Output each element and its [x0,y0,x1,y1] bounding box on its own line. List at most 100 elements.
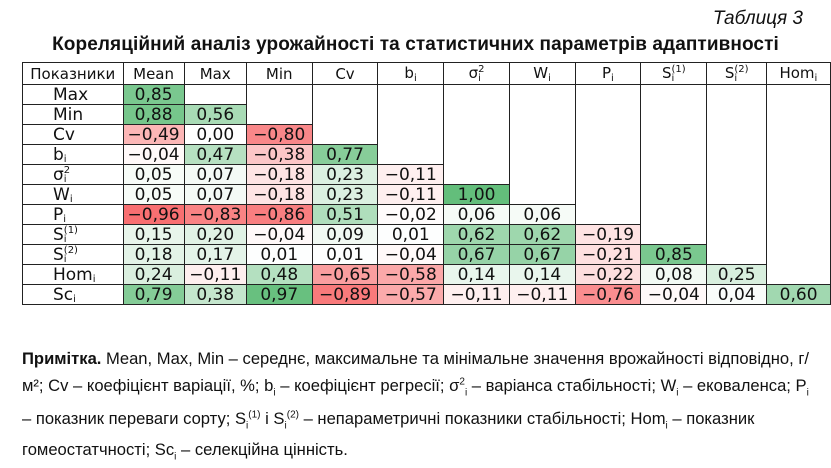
table-title: Кореляційний аналіз урожайності та стати… [52,34,779,55]
row-label-indices: i [64,146,67,164]
row-label-sub: i [63,213,67,225]
correlation-cell: 0,08 [640,264,708,285]
row-label: W i [22,184,124,205]
empty-cell [640,104,708,125]
correlation-cell: −0,65 [311,264,379,285]
empty-cell [640,124,708,145]
empty-cell [706,184,768,205]
correlation-cell: −0,96 [122,204,185,225]
empty-cell [766,144,831,165]
empty-cell [640,164,708,185]
correlation-cell: −0,02 [377,204,445,225]
table-row: b i −0,04 0,47 −0,38 0,77 [22,144,831,165]
correlation-cell: 0,01 [245,244,313,265]
correlation-cell: −0,19 [574,224,642,245]
empty-cell [706,104,768,125]
column-header: Cv [311,62,379,85]
note-subscript: i [665,420,668,432]
correlation-cell: −0,11 [508,284,576,305]
row-label-indices: i [93,266,96,284]
empty-cell [508,164,576,185]
correlation-cell: 0,09 [311,224,379,245]
row-label-main: Sc [53,284,74,305]
empty-cell [766,164,831,185]
correlation-cell: 0,05 [122,164,185,185]
empty-cell [766,204,831,225]
empty-cell [443,124,510,145]
correlation-cell: −0,22 [574,264,642,285]
note-subscript: i [676,386,679,398]
row-label-indices: i [70,186,73,204]
empty-cell [377,144,445,165]
correlation-cell: −0,18 [245,184,313,205]
row-label-sub: i [73,293,76,305]
column-header-main: P [601,64,611,83]
column-header-sup: (1) [671,63,686,75]
empty-cell [706,244,768,265]
note-fragment: Mean, Max, Min – середнє, максимальне та… [22,349,810,395]
correlation-cell: −0,04 [640,284,708,305]
note-fragment: – селекційна цінність. [176,439,348,459]
correlation-cell: 0,97 [245,284,313,305]
empty-cell [640,204,708,225]
correlation-cell: 0,51 [311,204,379,225]
note-subscript: i [273,386,276,398]
column-header-sub: i [734,72,738,84]
column-header-main: Mean [133,64,175,83]
empty-cell [706,124,768,145]
empty-cell [766,244,831,265]
correlation-cell: −0,49 [122,124,185,145]
column-header: b i [377,62,445,85]
row-label: b i [22,144,124,165]
table-row: Min 0,88 0,56 [22,104,831,125]
correlation-cell: 0,14 [443,264,510,285]
note-superscript: 2 [459,376,465,387]
empty-cell [574,144,642,165]
column-header-main: Max [199,64,231,83]
row-label-main: σ [53,164,64,185]
correlation-cell: −0,11 [377,184,445,205]
row-label-indices: i [73,286,76,304]
correlation-cell: 0,18 [122,244,185,265]
empty-cell [377,104,445,125]
column-header-sub: i [548,72,551,84]
empty-cell [574,164,642,185]
empty-cell [640,84,708,105]
correlation-cell: 0,20 [183,224,247,245]
column-header: Показники [22,62,124,85]
correlation-cell: 0,23 [311,164,379,185]
correlation-cell: 0,01 [377,224,445,245]
empty-cell [311,104,379,125]
table-row: Max 0,85 [22,84,831,105]
correlation-cell: 0,06 [508,204,576,225]
row-label-main: W [53,184,70,205]
row-label-sup: (2) [63,244,78,256]
correlation-cell: 0,01 [311,244,379,265]
empty-cell [706,204,768,225]
correlation-cell: 0,77 [311,144,379,165]
column-header-main: Показники [30,64,116,83]
empty-cell [640,144,708,165]
row-label: Min [22,104,124,125]
empty-cell [508,104,576,125]
empty-cell [766,264,831,285]
row-label-main: Hom [53,264,93,285]
correlation-cell: −0,83 [183,204,247,225]
correlation-cell: 0,67 [443,244,510,265]
empty-cell [508,124,576,145]
column-header: Hom i [766,62,831,85]
row-label-main: b [53,144,64,165]
empty-cell [574,84,642,105]
row-label-indices: (2) i [63,244,78,264]
correlation-cell: 0,23 [311,184,379,205]
correlation-cell: 0,15 [122,224,185,245]
empty-cell [766,104,831,125]
correlation-cell: 0,04 [706,284,768,305]
correlation-cell: 0,00 [183,124,247,145]
column-header-indices: i [611,65,614,83]
empty-cell [443,84,510,105]
empty-cell [706,164,768,185]
row-label-sup: 2 [63,164,71,176]
correlation-cell: −0,18 [245,164,313,185]
